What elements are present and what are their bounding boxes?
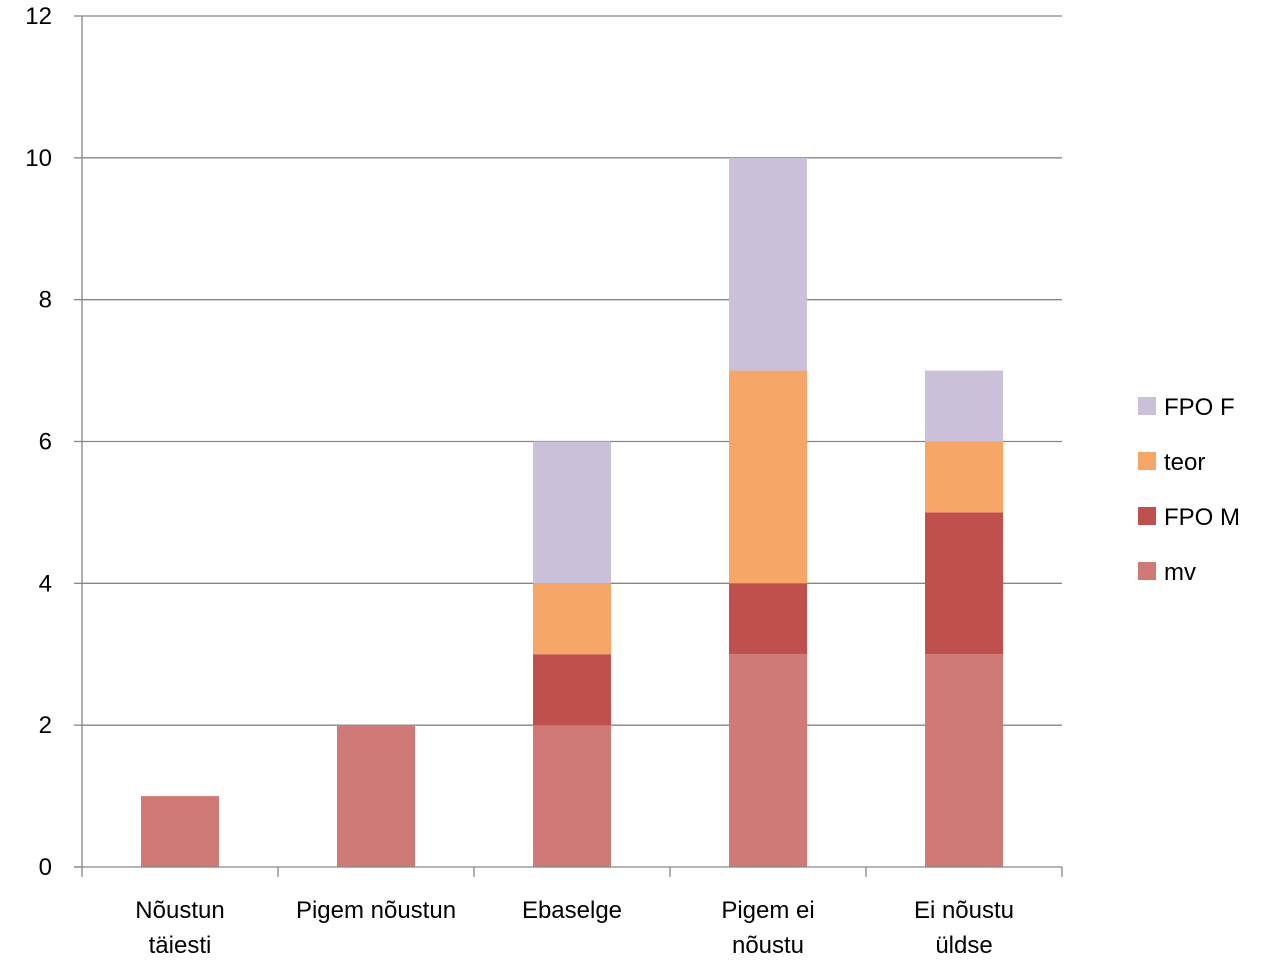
y-tick-label: 8 xyxy=(39,287,52,314)
bars xyxy=(141,157,1003,867)
y-tick-label: 6 xyxy=(39,429,52,456)
x-category-label: Pigem ei xyxy=(721,897,814,924)
legend-swatch-mv xyxy=(1138,562,1156,580)
x-category-label: nõustu xyxy=(732,932,804,959)
y-tick-label: 0 xyxy=(39,854,52,881)
axes: 0 2 4 6 8 10 12 Nõustun täiesti Pigem nõustun Ebas… xyxy=(25,3,1063,959)
bar-mv-1 xyxy=(337,725,415,867)
legend: FPO F teor FPO M mv xyxy=(1138,394,1240,586)
x-category-label: Nõustun xyxy=(135,897,224,924)
x-category-label: Ebaselge xyxy=(522,897,622,924)
bar-teor-4 xyxy=(925,441,1003,513)
y-tick-label: 12 xyxy=(25,3,52,30)
bar-fpo-f-2 xyxy=(533,441,611,584)
bar-fpo-f-4 xyxy=(925,370,1003,442)
bar-teor-2 xyxy=(533,583,611,655)
y-tick-label: 2 xyxy=(39,712,52,739)
x-category-label: Ei nõustu xyxy=(914,897,1014,924)
legend-swatch-teor xyxy=(1138,452,1156,470)
x-category-label: üldse xyxy=(935,932,992,959)
y-tick-label: 4 xyxy=(39,570,52,597)
legend-swatch-fpo-m xyxy=(1138,507,1156,525)
y-tick-label: 10 xyxy=(25,145,52,172)
legend-swatch-fpo-f xyxy=(1138,397,1156,415)
bar-mv-0 xyxy=(141,796,219,867)
bar-mv-3 xyxy=(729,654,807,867)
bar-fpo-f-3 xyxy=(729,157,807,371)
bar-fpo-m-4 xyxy=(925,512,1003,655)
x-category-label: Pigem nõustun xyxy=(296,897,456,924)
legend-label: FPO F xyxy=(1164,394,1235,421)
legend-label: teor xyxy=(1164,449,1205,476)
bar-fpo-m-2 xyxy=(533,654,611,726)
bar-teor-3 xyxy=(729,370,807,584)
legend-label: mv xyxy=(1164,559,1196,586)
x-category-label: täiesti xyxy=(149,932,212,959)
bar-fpo-m-3 xyxy=(729,583,807,655)
bar-mv-2 xyxy=(533,725,611,867)
bar-mv-4 xyxy=(925,654,1003,867)
legend-label: FPO M xyxy=(1164,504,1240,531)
